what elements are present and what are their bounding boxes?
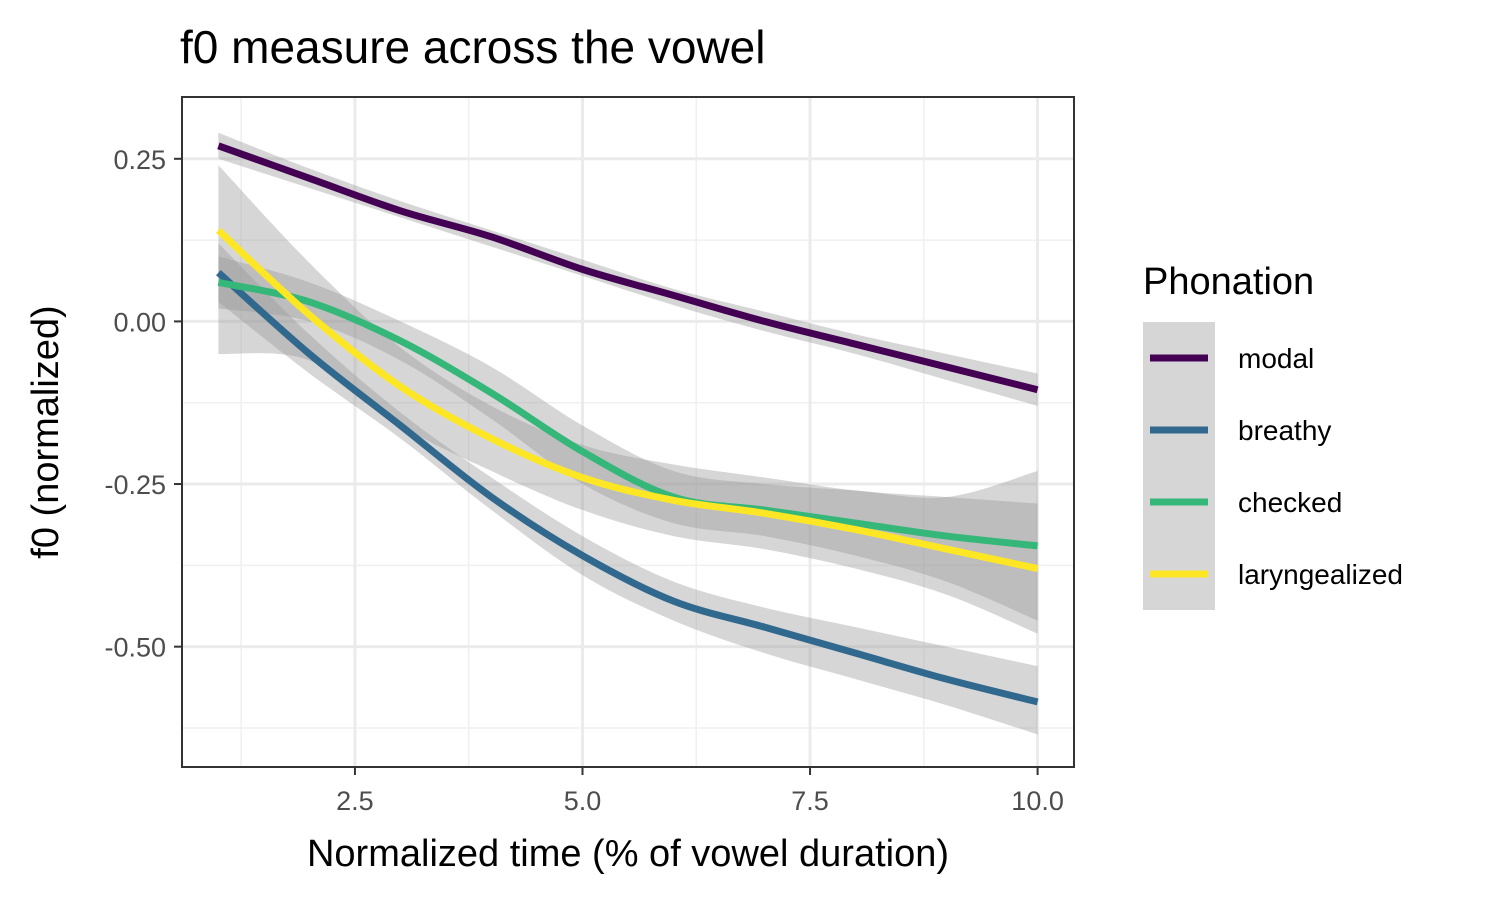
y-tick-label: -0.25 <box>104 470 166 500</box>
plot-background <box>182 97 1074 767</box>
line-modal <box>217 142 1039 394</box>
legend-items: modal breathy checked laryngealized <box>1150 343 1403 590</box>
line-breathy <box>216 270 1039 706</box>
band-breathy <box>218 243 1038 735</box>
grid-major <box>182 97 1074 767</box>
plot-border <box>181 96 1075 768</box>
legend-key-background <box>1143 322 1215 610</box>
x-tick-label: 7.5 <box>791 786 829 816</box>
legend-title: Phonation <box>1143 261 1314 303</box>
legend-label-modal: modal <box>1238 343 1314 374</box>
series-lines <box>216 142 1039 706</box>
x-axis-title: Normalized time (% of vowel duration) <box>307 833 949 875</box>
legend-label-laryngealized: laryngealized <box>1238 559 1403 590</box>
band-checked <box>218 256 1038 621</box>
x-axis: 2.5 5.0 7.5 10.0 <box>336 767 1064 816</box>
x-tick-label: 2.5 <box>336 786 374 816</box>
y-tick-label: 0.25 <box>113 145 166 175</box>
grid-minor <box>182 97 1074 767</box>
x-tick-label: 5.0 <box>564 786 602 816</box>
y-axis: 0.25 0.00 -0.25 -0.50 <box>104 145 182 663</box>
y-tick-label: 0.00 <box>113 307 166 337</box>
legend: Phonation modal breathy checked laryngealiz… <box>1143 261 1403 610</box>
legend-label-breathy: breathy <box>1238 415 1331 446</box>
y-axis-title: f0 (normalized) <box>25 305 67 558</box>
y-tick-label: -0.50 <box>104 633 166 663</box>
line-laryngealized <box>216 227 1039 573</box>
line-checked <box>217 278 1038 550</box>
x-tick-label: 10.0 <box>1011 786 1064 816</box>
chart-title: f0 measure across the vowel <box>180 21 766 73</box>
legend-label-checked: checked <box>1238 487 1342 518</box>
